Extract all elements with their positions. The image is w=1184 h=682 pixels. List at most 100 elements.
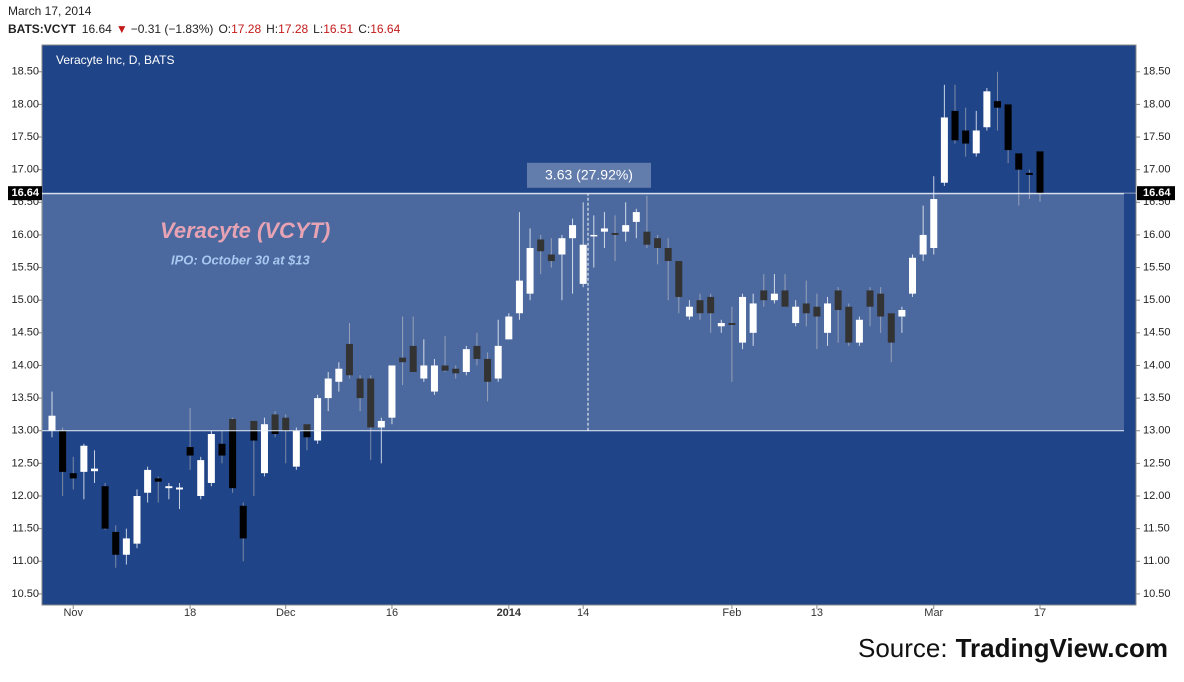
y-tick-label-right: 16.00 — [1143, 229, 1171, 241]
candle-body — [80, 445, 88, 472]
candle-body — [590, 234, 598, 237]
y-tick-label-right: 15.50 — [1143, 261, 1171, 273]
candle-body — [558, 238, 566, 255]
candle-body — [399, 357, 407, 363]
candle-body — [919, 234, 927, 255]
candle-body — [260, 424, 268, 474]
candle-body — [739, 296, 747, 343]
candle-body — [473, 345, 481, 359]
candle-body — [367, 378, 375, 428]
annotation-subtitle: IPO: October 30 at $13 — [171, 252, 310, 267]
y-tick-label-left: 11.00 — [12, 555, 39, 567]
last-price-tag-right — [1137, 186, 1175, 201]
measure-range — [42, 193, 1124, 431]
candle-body — [229, 418, 237, 489]
y-tick-label-right: 11.50 — [1143, 523, 1170, 535]
y-tick-label-right: 12.50 — [1143, 457, 1171, 469]
candle-body — [547, 254, 555, 262]
candle-body — [356, 378, 364, 399]
x-tick-label: Dec — [276, 607, 296, 619]
y-tick-label-right: 17.00 — [1143, 164, 1171, 176]
candle-body — [377, 420, 385, 428]
y-tick-label-left: 17.00 — [11, 164, 39, 176]
candle-body — [824, 303, 832, 333]
y-tick-label-right: 17.50 — [1143, 131, 1171, 143]
source-prefix: Source: — [858, 633, 948, 663]
change: −0.31 (−1.83%) — [131, 22, 214, 36]
last-price-label-left: 16.64 — [11, 187, 39, 199]
annotation-title: Veracyte (VCYT) — [160, 218, 330, 243]
y-tick-label-right: 13.50 — [1143, 392, 1171, 404]
candle-body — [1036, 151, 1044, 194]
x-tick-label: Feb — [722, 607, 741, 619]
candle-body — [537, 239, 545, 252]
axes: 10.50 10.50 11.00 11.00 11.50 11.50 12.00 12.00… — [8, 66, 1175, 619]
candle-body — [632, 212, 640, 222]
candle-body — [866, 290, 874, 307]
h-label: H: — [266, 22, 278, 36]
y-tick-label-right: 13.00 — [1143, 425, 1171, 437]
candle-body — [515, 280, 523, 314]
candle-body — [951, 110, 959, 141]
candle-body — [1025, 172, 1033, 175]
candle-body — [388, 365, 396, 418]
quote-line: BATS:VCYT 16.64 ▼ −0.31 (−1.83%) O:17.28 H:17… — [8, 22, 401, 36]
arrow: ▼ — [116, 22, 128, 36]
candle-body — [90, 468, 98, 472]
source: Source: TradingView.com — [858, 633, 1168, 663]
candle-body — [505, 316, 513, 340]
candle-body — [792, 306, 800, 324]
x-tick-label: Nov — [63, 607, 83, 619]
candle-body — [239, 505, 247, 539]
candle-body — [462, 349, 470, 372]
candle-body — [643, 231, 651, 245]
candle-body — [452, 368, 460, 374]
symbol: BATS:VCYT — [8, 22, 76, 36]
candle-body — [717, 323, 725, 327]
candle-body — [133, 496, 141, 544]
y-tick-label-left: 18.00 — [11, 98, 39, 110]
candle-body — [855, 319, 863, 343]
y-tick-label-right: 12.00 — [1143, 490, 1171, 502]
candle-body — [292, 430, 300, 467]
candle-body — [940, 117, 948, 183]
candle-body — [420, 365, 428, 379]
source-name: TradingView.com — [956, 633, 1168, 663]
y-tick-label-left: 13.50 — [11, 392, 39, 404]
y-tick-label-right: 15.00 — [1143, 294, 1171, 306]
candle-body — [675, 261, 683, 297]
y-tick-label-left: 14.50 — [11, 327, 39, 339]
candle-body — [430, 365, 438, 392]
candle-body — [335, 368, 343, 382]
y-tick-label-right: 18.00 — [1143, 98, 1171, 110]
candle-body — [484, 358, 492, 382]
o: 17.28 — [231, 22, 261, 36]
y-tick-label-right: 14.50 — [1143, 327, 1171, 339]
y-tick-label-left: 12.50 — [11, 457, 39, 469]
l: 16.51 — [323, 22, 353, 36]
candle-body — [324, 378, 332, 399]
candle-body — [526, 247, 534, 294]
candle-body — [1015, 153, 1023, 170]
candle-body — [749, 303, 757, 333]
y-tick-label-left: 13.00 — [11, 425, 39, 437]
candle-body — [728, 323, 736, 325]
candle-body — [48, 415, 56, 431]
candle-body — [345, 343, 353, 376]
y-tick-label-right: 11.00 — [1143, 555, 1170, 567]
candle-body — [569, 225, 577, 239]
h: 17.28 — [278, 22, 308, 36]
candle-body — [962, 130, 970, 144]
y-tick-label-left: 17.50 — [11, 131, 39, 143]
y-tick-label-left: 15.50 — [11, 261, 39, 273]
candle-body — [154, 478, 162, 482]
candle-body — [197, 460, 205, 497]
candle-body — [654, 238, 662, 248]
candle-body — [770, 293, 778, 301]
x-tick-label: 2014 — [497, 607, 522, 619]
candle-body — [802, 303, 810, 314]
candle-body — [144, 469, 152, 493]
y-tick-label-left: 18.50 — [11, 66, 39, 78]
candle-body — [207, 433, 215, 483]
